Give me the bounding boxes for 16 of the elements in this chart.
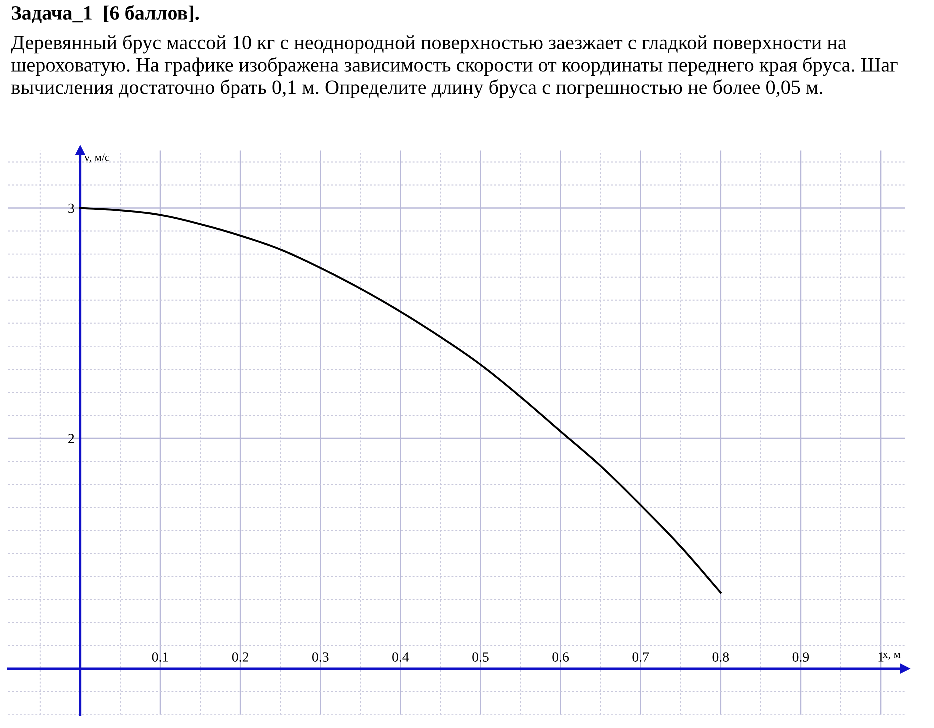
y-tick-label: 2 bbox=[68, 434, 74, 444]
x-tick-label: 0.6 bbox=[552, 652, 570, 662]
y-tick-label: 3 bbox=[68, 204, 74, 214]
x-tick-label: 0.2 bbox=[232, 652, 248, 662]
x-tick-label: 0.7 bbox=[632, 652, 650, 662]
x-tick-label: 0.1 bbox=[152, 652, 168, 662]
x-tick-label: 0.5 bbox=[472, 652, 489, 662]
x-tick-label: 0.9 bbox=[792, 652, 810, 662]
x-tick-label: 1 bbox=[878, 652, 884, 662]
x-tick-label: 0.3 bbox=[312, 652, 329, 662]
chart-title: Задача_1 [6 баллов]. bbox=[12, 5, 200, 24]
y-axis-title: v, м/с bbox=[84, 154, 110, 163]
chart-subtitle: Деревянный брус массой 10 кг с неоднородной поверхностью заезжает с гладкой поверхности на шероховатую. На графике изображена зависимость скорости от координаты переднего края бруса. Шаг вычисления достаточно брать 0,1 м. Определите длину бруса с погрешностью не более 0,05 м. bbox=[11, 34, 898, 98]
x-tick-label: 0.4 bbox=[392, 652, 410, 662]
x-axis-title: x, м bbox=[882, 653, 901, 660]
x-tick-label: 0.8 bbox=[712, 652, 730, 662]
